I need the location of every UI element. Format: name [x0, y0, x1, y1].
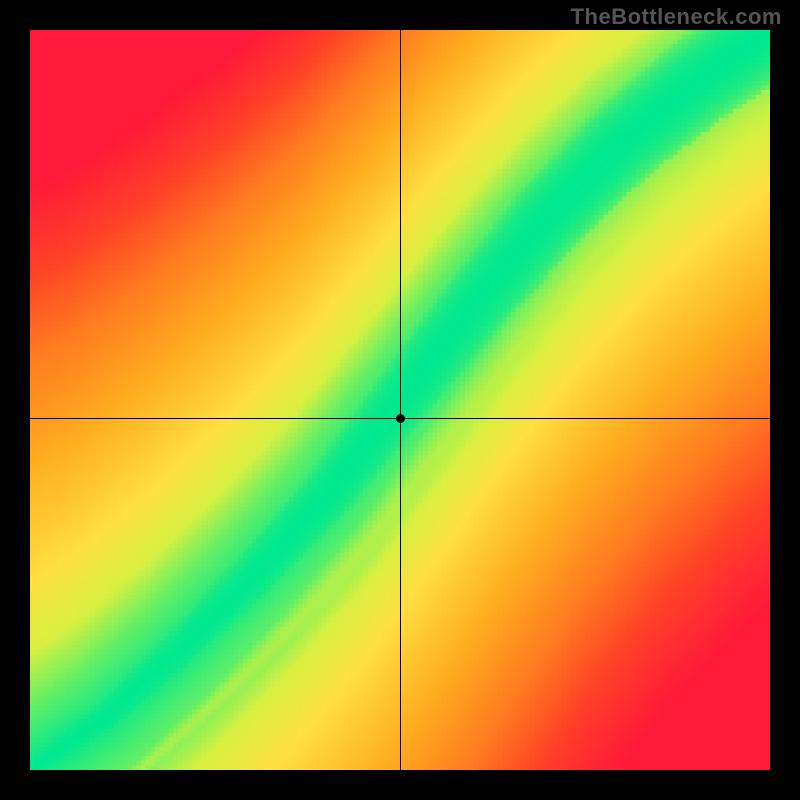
- crosshair-marker: [396, 414, 405, 423]
- watermark-text: TheBottleneck.com: [571, 4, 782, 30]
- crosshair-vertical: [400, 30, 401, 770]
